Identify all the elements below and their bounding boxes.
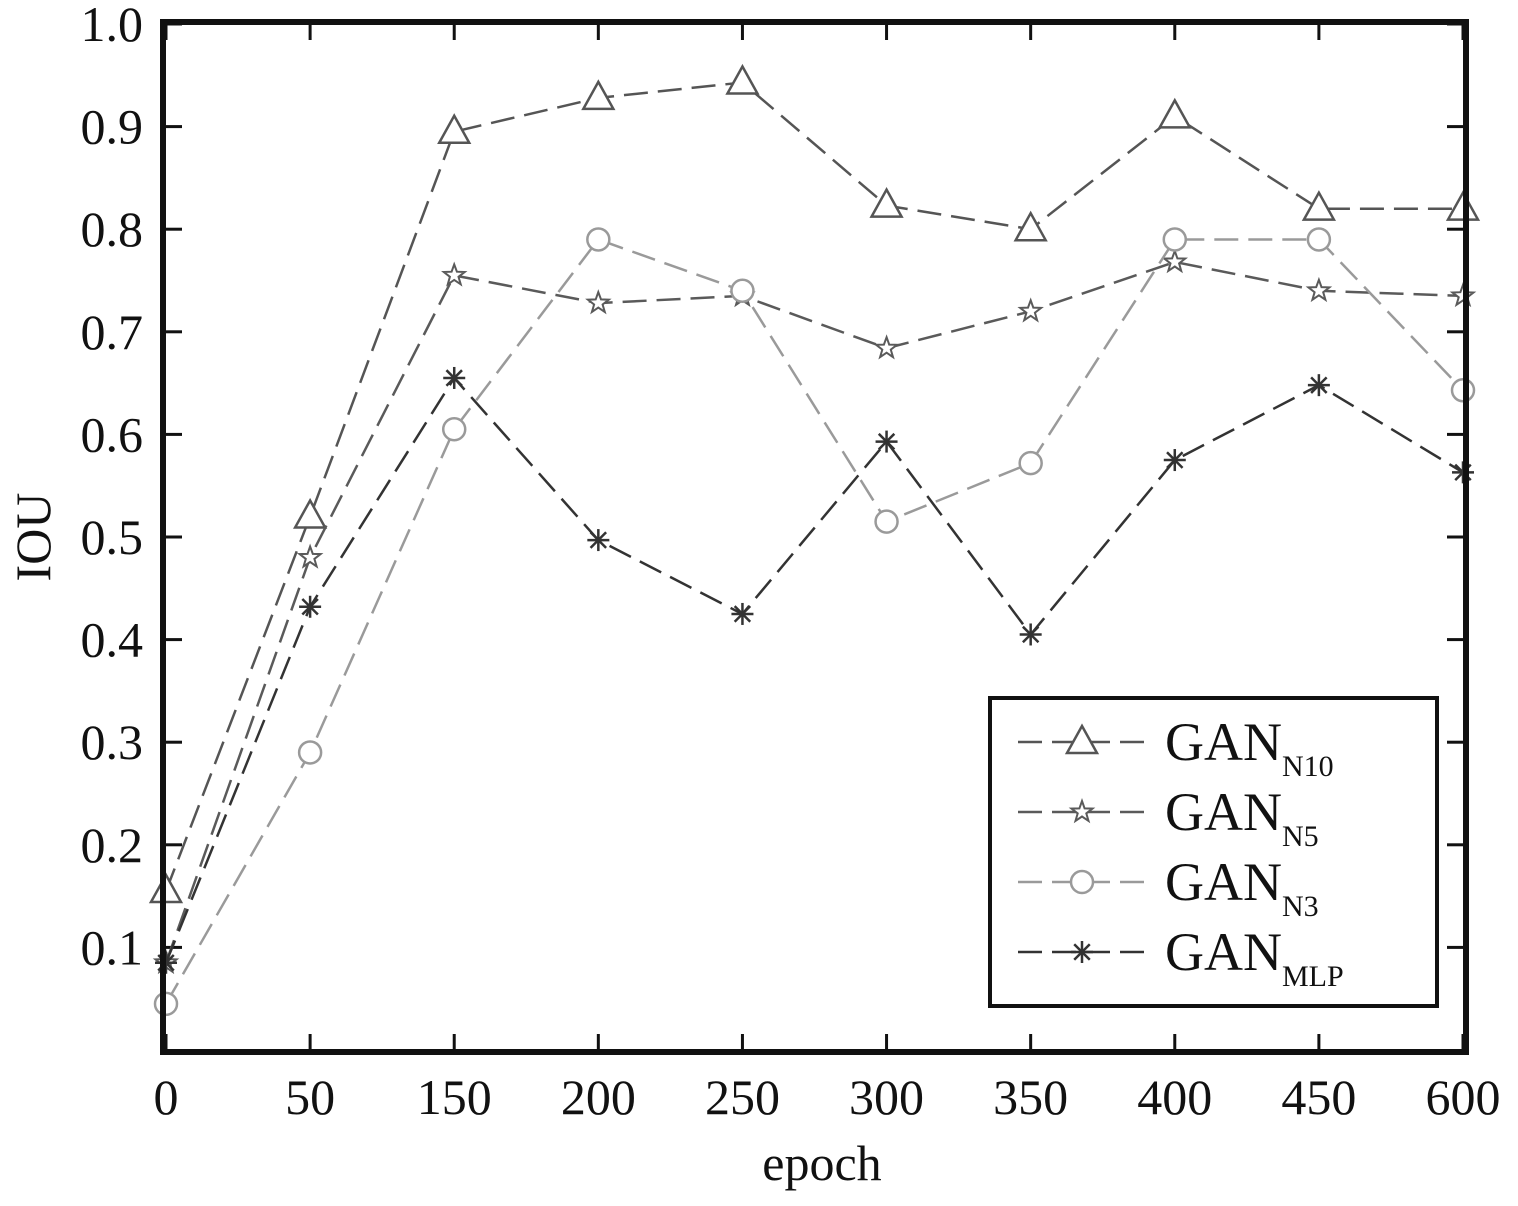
data-point-circle xyxy=(1018,450,1043,476)
legend-label: GANMLP xyxy=(1165,922,1344,993)
y-tick-label: 0.4 xyxy=(81,612,144,668)
data-point-star xyxy=(1017,297,1044,323)
data-point-triangle xyxy=(1157,97,1192,129)
data-point-circle xyxy=(1162,227,1188,252)
legend-label: GANN3 xyxy=(1165,852,1319,923)
y-tick-label: 0.1 xyxy=(81,919,144,975)
data-point-star xyxy=(1161,248,1188,274)
legend-label: GANN5 xyxy=(1165,782,1319,853)
legend-entry-n5: GANN5 xyxy=(1018,782,1319,853)
legend-marker xyxy=(1064,723,1100,755)
x-tick-label: 400 xyxy=(1137,1069,1212,1125)
data-point-triangle xyxy=(725,63,760,95)
data-point-asterisk xyxy=(299,595,322,618)
data-point-star xyxy=(296,543,324,569)
y-tick-label: 0.9 xyxy=(81,99,144,155)
data-point-triangle xyxy=(437,113,472,144)
x-axis-title: epoch xyxy=(762,1135,881,1191)
y-axis-title: IOU xyxy=(5,493,61,582)
x-tick-label: 250 xyxy=(705,1069,780,1125)
y-tick-label: 0.7 xyxy=(81,304,144,360)
data-point-star xyxy=(585,289,612,315)
legend-box xyxy=(988,696,1439,1008)
legend-entry-n3: GANN3 xyxy=(1018,852,1319,923)
x-tick-label: 450 xyxy=(1281,1069,1356,1125)
y-tick-label: 0.5 xyxy=(81,509,144,565)
x-tick-label: 0 xyxy=(154,1069,179,1125)
y-tick-label: 1.0 xyxy=(81,0,144,52)
data-point-circle xyxy=(730,278,755,304)
x-tick-label: 600 xyxy=(1426,1069,1501,1125)
series-line xyxy=(164,81,1463,892)
series-n5 xyxy=(152,248,1477,975)
data-point-circle xyxy=(1306,227,1332,252)
x-tick-label: 150 xyxy=(417,1069,492,1125)
data-point-circle xyxy=(874,509,899,534)
data-point-asterisk xyxy=(443,366,466,389)
y-tick-label: 0.6 xyxy=(81,406,144,462)
series-line xyxy=(164,375,1464,964)
data-point-asterisk xyxy=(1307,374,1330,397)
data-point-triangle xyxy=(1301,190,1337,221)
data-point-asterisk xyxy=(1163,449,1186,472)
data-point-circle xyxy=(586,227,611,252)
data-point-triangle xyxy=(869,187,904,218)
data-point-star xyxy=(873,334,900,360)
x-tick-label: 50 xyxy=(285,1069,335,1125)
data-point-asterisk xyxy=(587,529,610,552)
series-line xyxy=(164,238,1464,1005)
legend-marker xyxy=(1069,869,1095,895)
legend-entry-mlp: GANMLP xyxy=(1018,922,1344,993)
data-point-triangle xyxy=(581,79,616,111)
series-line xyxy=(164,260,1464,964)
tick-labels: 0.1 0.2 0.3 0.4 0.5 0.6 0.7 0.8 0.9 1.0 0 50 150 200 2… xyxy=(81,0,1501,1125)
x-tick-label: 350 xyxy=(993,1069,1068,1125)
data-point-triangle xyxy=(292,497,328,529)
x-tick-label: 200 xyxy=(561,1069,636,1125)
legend-marker xyxy=(1071,941,1093,963)
data-point-triangle xyxy=(1013,210,1048,242)
y-tick-label: 0.8 xyxy=(81,201,144,257)
data-point-asterisk xyxy=(875,430,898,453)
data-point-star xyxy=(1305,276,1333,303)
legend-label: GANN10 xyxy=(1165,712,1334,783)
data-point-star xyxy=(441,261,468,287)
y-tick-label: 0.2 xyxy=(81,817,144,873)
data-point-asterisk xyxy=(731,602,754,625)
series-layer xyxy=(148,63,1481,1017)
x-tick-label: 300 xyxy=(849,1069,924,1125)
y-tick-label: 0.3 xyxy=(81,714,144,770)
data-point-asterisk xyxy=(1019,623,1042,646)
data-point-circle xyxy=(297,740,323,765)
legend-marker xyxy=(1068,797,1096,824)
data-point-circle xyxy=(441,417,467,442)
plot-frame xyxy=(160,19,1469,1055)
legend-entry-n10: GANN10 xyxy=(1018,712,1334,783)
